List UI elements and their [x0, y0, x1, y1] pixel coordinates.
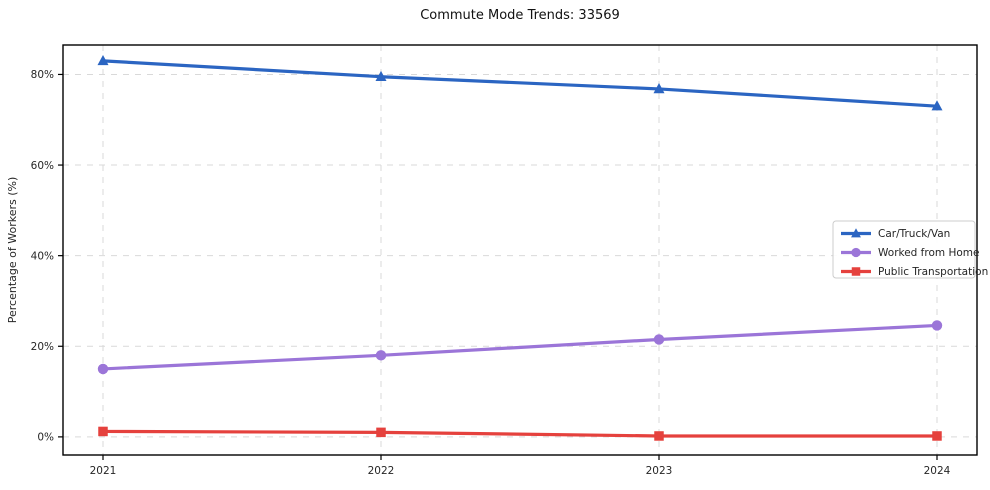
data-point-public-transportation — [932, 431, 942, 441]
data-point-car-truck-van — [375, 70, 387, 81]
y-tick-label: 80% — [31, 69, 54, 81]
data-point-public-transportation — [376, 427, 386, 438]
legend-marker-worked-from-home — [851, 247, 861, 258]
y-tick-label: 0% — [37, 432, 54, 444]
legend-marker-public-transportation — [851, 267, 861, 276]
data-point-worked-from-home — [97, 363, 109, 375]
data-point-worked-from-home — [653, 334, 665, 345]
y-axis-title: Percentage of Workers (%) — [6, 177, 19, 324]
data-point-public-transportation — [98, 426, 108, 437]
legend-label-worked-from-home: Worked from Home — [878, 247, 979, 259]
series-line-worked-from-home — [101, 323, 939, 371]
legend-label-public-transportation: Public Transportation — [878, 266, 988, 278]
x-tick-label: 2024 — [924, 465, 951, 477]
chart-title: Commute Mode Trends: 33569 — [420, 8, 620, 23]
series-line-car-truck-van — [101, 59, 939, 108]
x-tick-label: 2023 — [646, 465, 673, 477]
x-tick-label: 2022 — [368, 465, 395, 477]
data-point-car-truck-van — [931, 100, 943, 111]
data-point-car-truck-van — [97, 54, 109, 66]
y-tick-label: 40% — [31, 250, 54, 262]
data-point-worked-from-home — [931, 320, 943, 331]
data-point-worked-from-home — [375, 350, 387, 361]
y-tick-label: 20% — [31, 341, 54, 353]
data-point-car-truck-van — [653, 83, 665, 94]
data-point-public-transportation — [654, 431, 664, 441]
legend-label-car-truck-van: Car/Truck/Van — [878, 228, 950, 240]
legend-box — [832, 220, 976, 279]
plot-border — [62, 44, 978, 456]
x-tick-label: 2021 — [90, 465, 117, 477]
series-line-public-transportation — [101, 429, 939, 438]
y-tick-label: 60% — [31, 160, 54, 172]
legend-marker-car-truck-van — [851, 228, 861, 238]
